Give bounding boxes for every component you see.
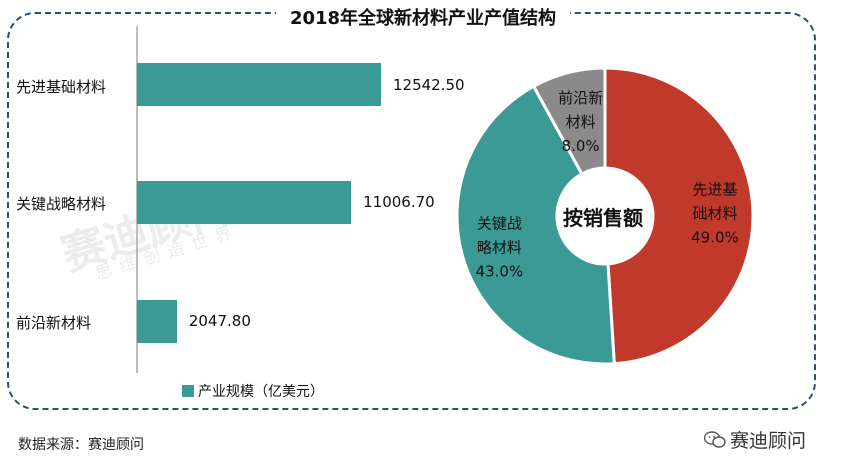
pie-slice [603, 66, 755, 366]
pie-slice-percent: 43.0% [476, 263, 524, 281]
bar [137, 300, 177, 343]
legend-label: 产业规模（亿美元） [198, 384, 324, 400]
bar-category-label: 前沿新材料 [16, 314, 92, 332]
wechat-icon [704, 431, 726, 448]
bar-category-label: 关键战略材料 [16, 195, 107, 213]
chart-title-text: 2018年全球新材料产业产值结构 [275, 8, 571, 29]
pie-slice [455, 84, 616, 366]
pie-slice-label: 关键战 [477, 215, 522, 233]
pie-slice-percent: 8.0% [562, 137, 600, 155]
data-source: 数据来源：赛迪顾问 [18, 437, 144, 453]
bar-legend: 产业规模（亿美元） [182, 381, 324, 401]
bar [137, 181, 352, 224]
pie-slice-label: 略材料 [477, 239, 522, 257]
pie-slice-label: 础材料 [692, 205, 737, 223]
pie-slice [531, 66, 607, 176]
chart-title: 2018年全球新材料产业产值结构 [0, 4, 846, 30]
bar-value-label: 12542.50 [393, 76, 465, 94]
bar-value-label: 11006.70 [363, 193, 435, 211]
brand-text: 赛迪顾问 [730, 430, 807, 452]
pie-slice-label: 先进基 [692, 181, 737, 199]
pie-center-label: 按销售额 [563, 206, 643, 230]
bar [137, 63, 381, 106]
pie-slice-percent: 49.0% [691, 229, 739, 247]
legend-swatch [182, 385, 194, 397]
bar-value-label: 2047.80 [188, 312, 251, 330]
pie-slice-label: 前沿新 [558, 89, 603, 107]
bar-category-label: 先进基础材料 [16, 78, 107, 96]
pie-slice-label: 材料 [566, 113, 596, 131]
brand-label: 赛迪顾问 [704, 426, 806, 453]
bar-axis [136, 26, 138, 373]
